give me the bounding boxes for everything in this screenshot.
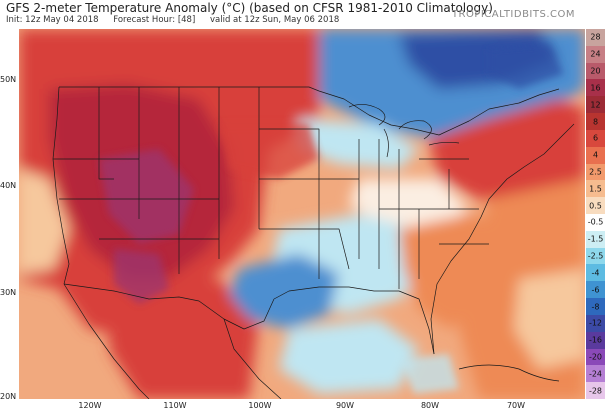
color-scale-segment <box>586 45 605 64</box>
state-lines-east <box>379 149 489 289</box>
lat-label-20n: 20N <box>0 392 17 401</box>
color-scale-label: -28 <box>588 386 603 396</box>
lat-label-50n: 50N <box>0 75 17 84</box>
color-scale-segment <box>586 113 605 131</box>
great-lakes <box>348 104 460 158</box>
borders <box>52 86 575 399</box>
us-west-coast <box>52 86 70 285</box>
us-canada-border <box>59 86 560 136</box>
northeast-warm <box>429 99 585 199</box>
rockies-hot-spot <box>99 149 194 244</box>
color-scale-segment <box>586 79 605 97</box>
gulf-cool <box>279 319 419 394</box>
color-scale-label: -4 <box>591 268 600 278</box>
forecast-hour: Forecast Hour: [48] <box>113 15 196 25</box>
color-scale-segment <box>586 348 605 366</box>
color-scale-label: 16 <box>590 83 601 93</box>
color-scale-label: 2.5 <box>589 167 602 177</box>
quebec-blue <box>489 44 564 89</box>
color-scale-label: -6 <box>591 285 600 295</box>
color-scale-segment <box>586 247 605 265</box>
color-scale-segment <box>586 96 605 114</box>
atlantic-coast <box>430 123 575 355</box>
lon-label-90w: 90W <box>335 401 355 410</box>
northern-plains-warm <box>219 124 319 179</box>
chart-header: GFS 2-meter Temperature Anomaly (°C) (ba… <box>0 0 605 28</box>
color-scale-segment <box>586 62 605 80</box>
us-mexico-border <box>63 283 275 330</box>
pacific-coast-band <box>19 169 69 274</box>
sw-hot-spot <box>114 249 169 304</box>
state-lines-west <box>53 87 260 274</box>
color-scale-label: 12 <box>590 100 601 110</box>
valid-time: valid at 12z Sun, May 06 2018 <box>209 15 340 25</box>
color-scale-segment <box>586 314 605 333</box>
color-scale-segment <box>586 298 605 316</box>
init-time: Init: 12z May 04 2018 <box>6 15 99 25</box>
color-scale-segment <box>586 264 605 282</box>
atlantic-neutral <box>514 269 585 369</box>
texas-blue <box>229 254 339 329</box>
lat-label-40n: 40N <box>0 181 17 190</box>
color-scale-segment <box>586 197 605 215</box>
color-scale-label: -24 <box>588 369 603 379</box>
cuba-outline <box>458 364 560 382</box>
color-scale-label: -16 <box>588 335 603 345</box>
color-scale-segment <box>586 365 605 383</box>
color-scale-label: 0.5 <box>589 201 602 211</box>
color-scale-label: 28 <box>590 32 601 42</box>
color-scale-label: -1.5 <box>587 234 604 244</box>
color-scale-bar: 28 24 20 16 12 8 6 4 2.5 1.5 0.5 -0.5 -1.5 -2.5 -4 -6 -8… <box>586 29 605 400</box>
color-scale-segment <box>586 382 605 400</box>
color-scale-label: -20 <box>588 352 603 362</box>
color-scale-label: -2.5 <box>587 251 604 261</box>
color-scale-label: 1.5 <box>589 184 602 194</box>
caribbean-cool <box>399 354 459 394</box>
color-scale-label: -0.5 <box>587 217 604 227</box>
color-scale-label: -8 <box>591 302 600 311</box>
color-scale-segment <box>586 146 605 165</box>
color-scale-label: 20 <box>590 66 601 76</box>
color-scale-segment <box>586 214 605 232</box>
color-scale-label: 6 <box>592 133 599 143</box>
lon-label-120w: 120W <box>78 401 102 410</box>
color-scale-segment <box>586 180 605 198</box>
anomaly-detail <box>99 44 564 394</box>
mexico-warm <box>109 279 259 399</box>
color-scale-segment <box>586 129 605 148</box>
lat-label-30n: 30N <box>0 288 17 297</box>
mexico-coast <box>63 283 282 399</box>
color-scale-label: 24 <box>590 49 601 59</box>
color-scale-label: 8 <box>592 117 599 126</box>
color-scale-segment <box>586 163 605 181</box>
lon-label-70w: 70W <box>506 401 526 410</box>
chart-title: GFS 2-meter Temperature Anomaly (°C) (ba… <box>6 1 493 15</box>
brand-watermark: TROPICALTIDBITS.COM <box>451 9 575 20</box>
color-scale-segment <box>586 331 605 350</box>
anomaly-map <box>19 29 585 399</box>
color-scale-segment <box>586 281 605 299</box>
lon-label-110w: 110W <box>163 401 187 410</box>
gulf-coast <box>273 286 435 355</box>
color-scale-label: 4 <box>592 150 599 160</box>
lon-label-100w: 100W <box>248 401 272 410</box>
lon-label-80w: 80W <box>420 401 440 410</box>
color-scale-segment <box>586 230 605 249</box>
color-scale-segment <box>586 29 605 47</box>
color-scale-label: -12 <box>588 318 603 328</box>
chart-subtitle: Init: 12z May 04 2018 Forecast Hour: [48… <box>6 15 351 25</box>
state-lines-central <box>259 128 380 279</box>
